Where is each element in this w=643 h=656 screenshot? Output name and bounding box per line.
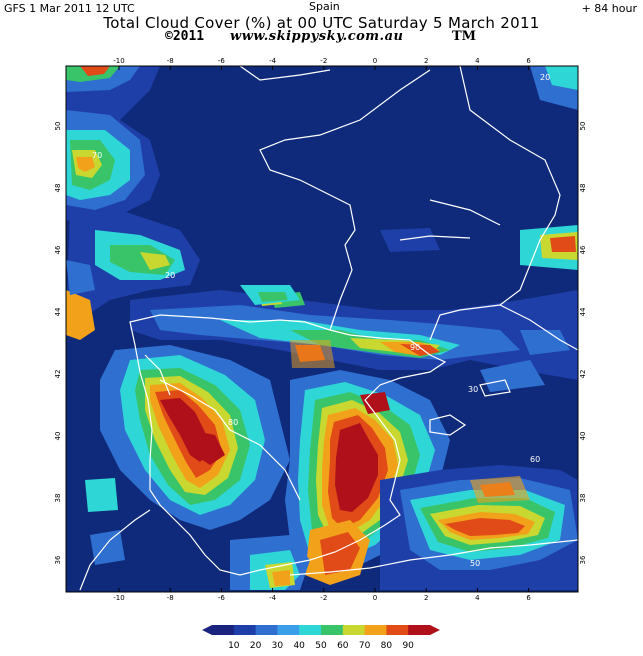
legend-swatch	[233, 625, 257, 635]
legend-swatch	[408, 625, 431, 635]
legend-level-label: 60	[337, 641, 349, 651]
legend-level-label: 10	[228, 641, 240, 651]
legend-level-label: 20	[249, 641, 262, 651]
longitude-tick-label: 0	[373, 594, 377, 602]
contour-label: 70	[92, 151, 102, 160]
legend-swatch	[364, 625, 387, 635]
latitude-tick-label: 42	[54, 370, 62, 379]
longitude-tick-label: -10	[113, 57, 124, 65]
longitude-tick-label: -4	[269, 594, 277, 602]
latitude-tick-label: 36	[579, 555, 587, 564]
latitude-ticks: 50 50 48 48 46 46 44 44 42 42 40 40 38 38 36 36	[54, 122, 587, 565]
site-url: www.skippysky.com.au	[230, 29, 404, 44]
legend-level-label: 70	[358, 641, 371, 651]
latitude-tick-label: 40	[579, 432, 587, 441]
longitude-tick-label: 2	[424, 594, 428, 602]
contour-label: 90	[410, 343, 420, 352]
latitude-tick-label: 40	[54, 432, 62, 441]
longitude-tick-label: 6	[526, 57, 531, 65]
coastlines	[79, 66, 578, 591]
longitude-tick-label: -2	[320, 594, 327, 602]
legend-swatch	[321, 625, 344, 635]
longitude-ticks: -10 -10 -8 -8 -6 -6 -4 -4 -2 -2 0 0 2 2 4 4 6 6	[113, 57, 531, 602]
legend-swatch	[342, 625, 366, 635]
longitude-tick-label: -10	[113, 594, 124, 602]
legend-swatch	[255, 625, 278, 635]
longitude-tick-label: 2	[424, 57, 428, 65]
latitude-tick-label: 48	[579, 184, 587, 193]
legend-arrow-right	[430, 625, 440, 635]
legend-color-bar	[202, 625, 440, 635]
model-run-label: GFS 1 Mar 2011 12 UTC	[4, 2, 135, 15]
longitude-tick-label: -8	[167, 594, 174, 602]
legend-swatch	[386, 625, 409, 635]
legend-arrow-left	[202, 625, 212, 635]
legend-level-label: 40	[293, 641, 305, 651]
longitude-tick-label: -4	[269, 57, 277, 65]
copyright-label: ©2011	[165, 29, 205, 44]
latitude-tick-label: 38	[54, 494, 62, 503]
contour-label: 50	[470, 559, 480, 568]
longitude-tick-label: -2	[320, 57, 327, 65]
latitude-tick-label: 42	[579, 370, 587, 379]
longitude-tick-label: -6	[218, 57, 226, 65]
contour-label: 60	[530, 455, 540, 464]
contour-label: 30	[468, 385, 478, 394]
longitude-tick-label: 4	[475, 594, 480, 602]
cloud-fields	[66, 66, 578, 590]
longitude-tick-label: 0	[373, 57, 377, 65]
latitude-tick-label: 38	[579, 494, 587, 503]
contour-label: 20	[540, 73, 550, 82]
latitude-tick-label: 46	[579, 245, 587, 254]
longitude-tick-label: -8	[167, 57, 174, 65]
latitude-tick-label: 44	[54, 307, 62, 316]
legend-level-label: 80	[380, 641, 393, 651]
latitude-tick-label: 46	[54, 245, 62, 254]
latitude-tick-label: 44	[579, 307, 587, 316]
longitude-tick-label: -6	[218, 594, 226, 602]
longitude-tick-label: 4	[475, 57, 480, 65]
legend-swatch	[277, 625, 300, 635]
contour-label: 80	[228, 418, 238, 427]
legend-level-label: 50	[315, 641, 327, 651]
latitude-tick-label: 36	[54, 555, 62, 564]
contour-labels: 70 20 30 80 50 60 20 90	[92, 73, 550, 568]
legend-level-label: 30	[271, 641, 284, 651]
latitude-tick-label: 48	[54, 184, 62, 193]
longitude-tick-label: 6	[526, 594, 531, 602]
map-title: Total Cloud Cover (%) at 00 UTC Saturday…	[103, 14, 540, 32]
latitude-tick-label: 50	[579, 122, 587, 131]
legend-swatch	[299, 625, 322, 635]
legend-swatch	[212, 625, 235, 635]
latitude-tick-label: 50	[54, 122, 62, 131]
legend-level-label: 90	[402, 641, 414, 651]
map-border	[65, 65, 579, 593]
forecast-hour-label: + 84 hour	[581, 2, 637, 15]
region-label: Spain	[309, 0, 340, 13]
trademark-label: TM	[452, 29, 477, 44]
contour-label: 20	[165, 271, 175, 280]
